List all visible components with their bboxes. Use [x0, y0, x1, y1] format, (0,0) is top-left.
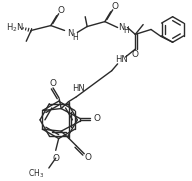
- Text: N: N: [119, 23, 125, 32]
- Text: O: O: [57, 6, 64, 15]
- Text: HN: HN: [72, 84, 85, 93]
- Text: O: O: [52, 154, 59, 163]
- Text: O: O: [85, 153, 92, 162]
- Text: O: O: [132, 50, 139, 58]
- Text: O: O: [111, 2, 118, 11]
- Text: HN: HN: [115, 55, 128, 64]
- Text: H: H: [123, 26, 129, 35]
- Text: H: H: [73, 33, 78, 42]
- Text: O: O: [93, 114, 100, 123]
- Text: H$_2$N: H$_2$N: [6, 21, 23, 34]
- Text: N: N: [67, 29, 74, 38]
- Text: O: O: [50, 79, 57, 88]
- Text: CH$_3$: CH$_3$: [28, 168, 44, 180]
